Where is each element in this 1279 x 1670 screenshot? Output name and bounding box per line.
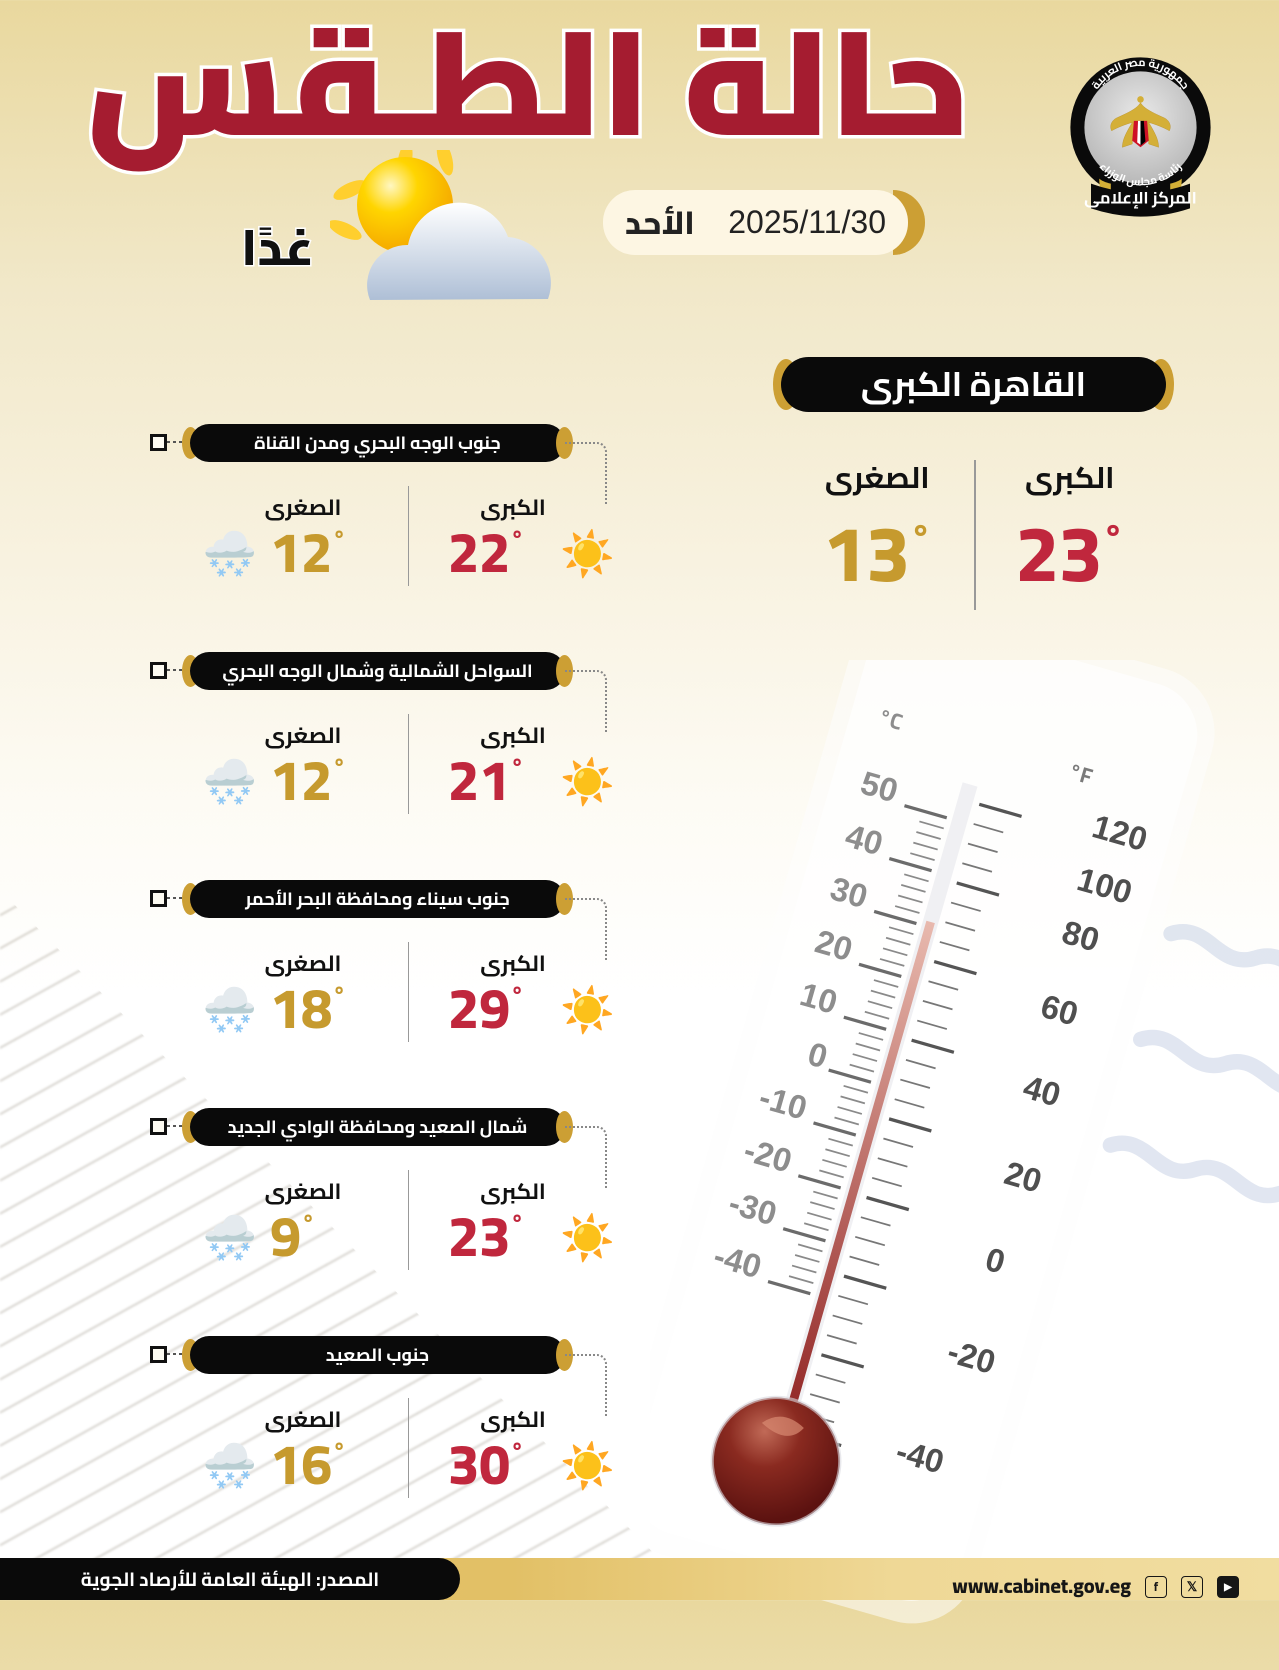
svg-text:المركز الإعلامى: المركز الإعلامى: [1084, 183, 1197, 213]
